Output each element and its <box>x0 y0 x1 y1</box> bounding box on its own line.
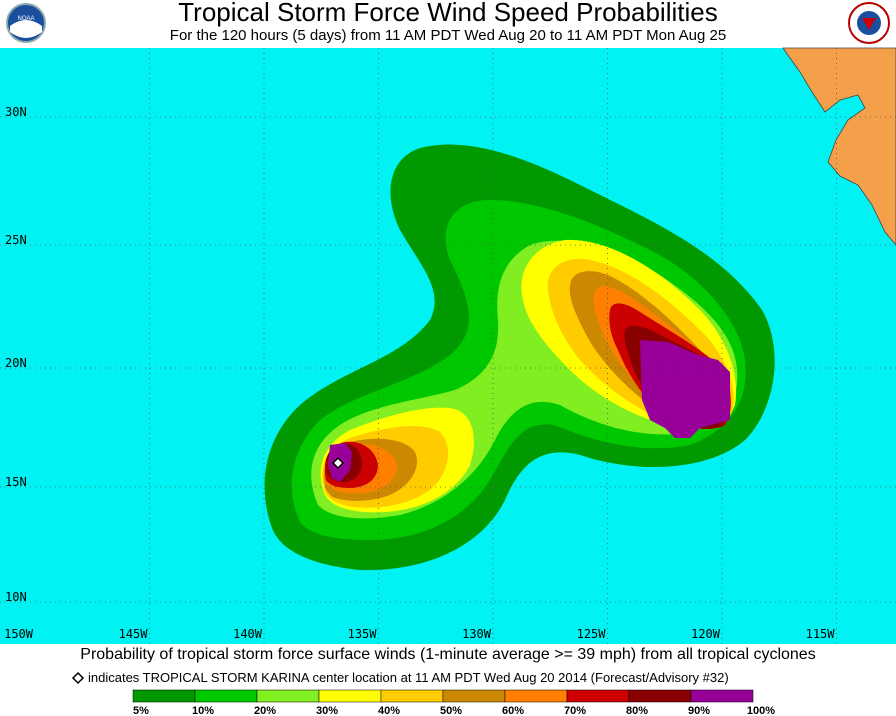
legend-label: 10% <box>192 705 214 716</box>
legend-swatch <box>256 689 320 703</box>
lat-label: 20N <box>5 356 27 370</box>
mexico-land <box>782 47 896 246</box>
header-bg <box>0 0 896 48</box>
legend-swatch <box>442 689 506 703</box>
legend-swatch <box>566 689 630 703</box>
legend-label: 20% <box>254 705 276 716</box>
lat-label: 10N <box>5 590 27 604</box>
legend-swatch <box>380 689 444 703</box>
lon-label: 130W <box>462 627 492 641</box>
legend-swatch <box>504 689 568 703</box>
legend-swatch <box>132 689 196 703</box>
lon-label: 145W <box>119 627 149 641</box>
lon-label: 140W <box>233 627 263 641</box>
caption: Probability of tropical storm force surf… <box>80 646 815 663</box>
legend-label: 40% <box>378 705 400 716</box>
lat-label: 15N <box>5 475 27 489</box>
footer-bg <box>0 644 896 716</box>
storm-center-marker <box>331 456 345 470</box>
probability-contours <box>264 144 775 571</box>
legend-label: 5% <box>133 705 149 716</box>
lat-label: 30N <box>5 105 27 119</box>
legend-label: 90% <box>688 705 710 716</box>
legend: 5% 10% 20% 30% 40% 50% 60% 70% 80% 90% 100% <box>132 689 775 716</box>
legend-swatch <box>690 689 754 703</box>
legend-label: 70% <box>564 705 586 716</box>
noaa-logo: NOAA <box>6 3 46 43</box>
lon-label: 150W <box>4 627 34 641</box>
legend-label: 80% <box>626 705 648 716</box>
nws-logo <box>848 2 890 44</box>
legend-swatch <box>628 689 692 703</box>
legend-swatch <box>194 689 258 703</box>
legend-label: 30% <box>316 705 338 716</box>
lon-label: 135W <box>348 627 378 641</box>
contour-90 <box>328 340 730 482</box>
lon-label: 120W <box>691 627 721 641</box>
legend-label: 100% <box>747 705 775 716</box>
graticule: 30N 25N 20N 15N 10N 150W 145W 140W 135W 130W 125W 1… <box>0 48 896 644</box>
lon-label: 125W <box>577 627 607 641</box>
legend-label: 60% <box>502 705 524 716</box>
subtitle: For the 120 hours (5 days) from 11 AM PD… <box>170 27 726 44</box>
legend-swatch <box>318 689 382 703</box>
lon-label: 115W <box>806 627 836 641</box>
note: indicates TROPICAL STORM KARINA center l… <box>88 670 729 685</box>
legend-marker <box>71 671 85 685</box>
title: Tropical Storm Force Wind Speed Probabil… <box>178 0 717 27</box>
lat-label: 25N <box>5 233 27 247</box>
svg-text:NOAA: NOAA <box>17 16 34 22</box>
legend-label: 50% <box>440 705 462 716</box>
